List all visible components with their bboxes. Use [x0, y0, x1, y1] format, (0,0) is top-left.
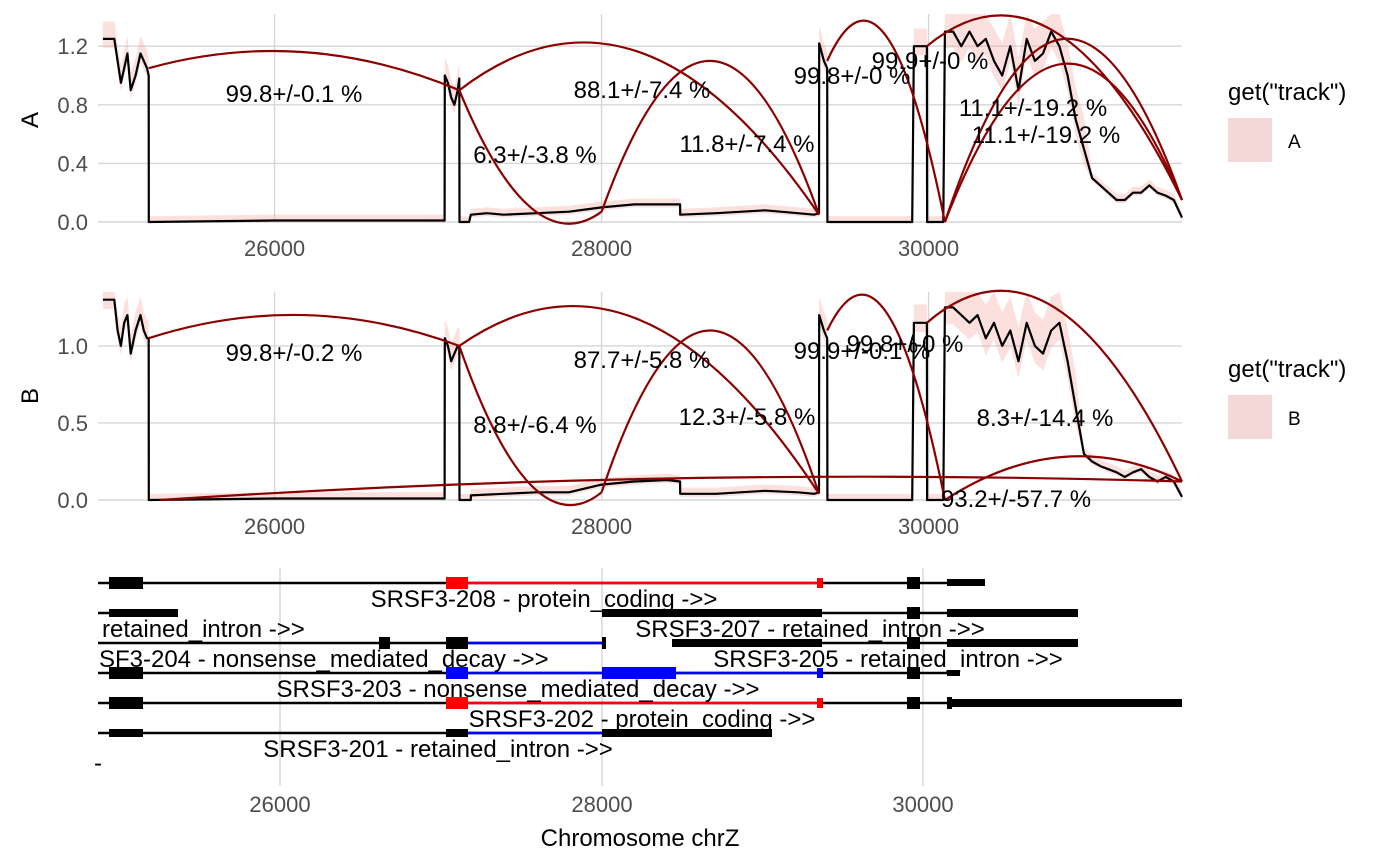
transcript-203-model: [98, 667, 960, 679]
legend-b-key: [1228, 395, 1272, 439]
junction-label: 99.8+/-0 %: [847, 331, 964, 358]
transcript-x-tick-label: 30000: [892, 792, 953, 817]
junction-label: 8.8+/-6.4 %: [473, 412, 596, 439]
panel-a-grid: [98, 14, 1182, 223]
junction-arc: [826, 293, 946, 501]
junction-label: 8.3+/-14.4 %: [977, 405, 1114, 432]
junction-arc: [600, 329, 821, 495]
panel-b: 99.8+/-0.2 % 87.7+/-5.8 % 8.8+/-6.4 % 12.3+…: [17, 289, 1183, 539]
panel-a-junction-labels: 99.8+/-0.1 % 88.1+/-7.4 % 6.3+/-3.8 % 11.8+…: [226, 48, 1121, 169]
panel-a: 99.8+/-0.1 % 88.1+/-7.4 % 6.3+/-3.8 % 11.8+…: [17, 14, 1184, 261]
panel-a-junction-arcs: [148, 14, 1184, 225]
y-tick-label: 1.0: [57, 334, 88, 359]
coverage-line: [102, 30, 1183, 224]
junction-arc: [458, 345, 603, 507]
legend-a-label: A: [1288, 132, 1301, 153]
legend-a: get("track") A: [1228, 79, 1346, 162]
transcript-panel: SRSF3-208 - protein_coding ->> retained_…: [94, 568, 1182, 852]
junction-label: 6.3+/-3.8 %: [473, 142, 596, 169]
transcript-202-model: [98, 697, 1182, 709]
junction-arc: [926, 289, 1183, 482]
panel-a-x-tick-labels: 26000 28000 30000: [244, 236, 959, 261]
x-tick-label: 26000: [244, 236, 305, 261]
junction-arc: [826, 19, 946, 223]
junction-arc: [943, 62, 1184, 223]
junction-arc: [926, 14, 1183, 201]
junction-label: 99.9+/-0.1 %: [794, 338, 931, 365]
transcript-207-model: [602, 607, 1078, 619]
transcript-label: SRSF3-201 - retained_intron ->>: [263, 736, 613, 763]
junction-arc: [943, 37, 1184, 223]
junction-label: 88.1+/-7.4 %: [574, 77, 711, 104]
legend-b: get("track") B: [1228, 356, 1346, 439]
junction-label: 11.1+/-19.2 %: [959, 95, 1107, 122]
transcript-label: SRSF3-207 - retained_intron ->>: [635, 616, 985, 643]
y-tick-label: 0.8: [57, 93, 88, 118]
transcript-x-tick-label: 28000: [571, 792, 632, 817]
panel-b-y-axis-title: B: [17, 388, 44, 404]
junction-label: 99.8+/-0.2 %: [226, 340, 363, 367]
panel-b-junction-labels: 99.8+/-0.2 % 87.7+/-5.8 % 8.8+/-6.4 % 12.3+…: [226, 331, 1114, 513]
transcript-label: SRSF3-202 - protein_coding ->>: [469, 706, 816, 733]
junction-arc: [458, 89, 603, 225]
junction-arc: [458, 41, 820, 216]
junction-label: 99.8+/-0.1 %: [226, 81, 363, 108]
transcript-205-model: [672, 637, 1078, 649]
transcript-x-tick-label: 26000: [249, 792, 310, 817]
x-tick-label: 30000: [898, 514, 959, 539]
transcript-208-model: [98, 577, 985, 589]
transcript-label: SRSF3-203 - nonsense_mediated_decay ->>: [277, 676, 760, 703]
transcript-label: SRSF3-208 - protein_coding ->>: [371, 586, 718, 613]
x-tick-label: 28000: [571, 236, 632, 261]
junction-label: 99.8+/-0 %: [794, 63, 911, 90]
junction-arc: [148, 49, 460, 92]
junction-label: 12.3+/-5.8 %: [679, 404, 816, 431]
panel-b-x-tick-labels: 26000 28000 30000: [244, 514, 959, 539]
junction-label: 11.1+/-19.2 %: [972, 122, 1120, 149]
legend-a-key: [1228, 118, 1272, 162]
y-tick-label: 0.0: [57, 488, 88, 513]
x-tick-label: 30000: [898, 236, 959, 261]
panel-a-coverage-line: [102, 30, 1183, 224]
y-tick-label: 0.0: [57, 210, 88, 235]
junction-arc: [148, 313, 460, 347]
transcript-label: SF3-204 - nonsense_mediated_decay ->>: [99, 646, 549, 673]
junction-label: 11.8+/-7.4 %: [680, 131, 815, 158]
legend-b-title: get("track"): [1228, 356, 1346, 383]
junction-arc: [600, 59, 821, 216]
panel-a-y-axis-title: A: [17, 112, 44, 128]
y-tick-label: 0.5: [57, 411, 88, 436]
junction-label: 99.9+/-0 %: [872, 48, 989, 75]
panel-b-y-tick-labels: 0.0 0.5 1.0: [57, 334, 88, 513]
panel-b-junction-arcs: [148, 289, 1183, 507]
transcript-201-model: [98, 729, 772, 737]
transcript-label: retained_intron ->>: [102, 616, 305, 643]
junction-arc: [944, 455, 1183, 501]
y-tick-label: 1.2: [57, 34, 88, 59]
transcript-label: -: [94, 750, 102, 777]
x-tick-label: 26000: [244, 514, 305, 539]
legend-b-label: B: [1288, 409, 1301, 430]
transcript-retained-left-model: [98, 609, 178, 617]
panel-a-y-tick-labels: 0.0 0.4 0.8 1.2: [57, 34, 88, 235]
legend-a-title: get("track"): [1228, 79, 1346, 106]
transcript-204-model: [98, 637, 606, 649]
junction-label: 93.2+/-57.7 %: [941, 486, 1091, 513]
transcript-label: SRSF3-205 - retained_intron ->>: [713, 646, 1063, 673]
junction-arc: [160, 475, 1183, 502]
x-axis-title: Chromosome chrZ: [541, 825, 740, 852]
x-tick-label: 28000: [571, 514, 632, 539]
junction-label: 87.7+/-5.8 %: [574, 347, 711, 374]
panel-b-coverage-line: [102, 298, 1183, 502]
junction-arc: [458, 305, 820, 495]
coverage-line: [102, 298, 1183, 502]
y-tick-label: 0.4: [57, 151, 88, 176]
